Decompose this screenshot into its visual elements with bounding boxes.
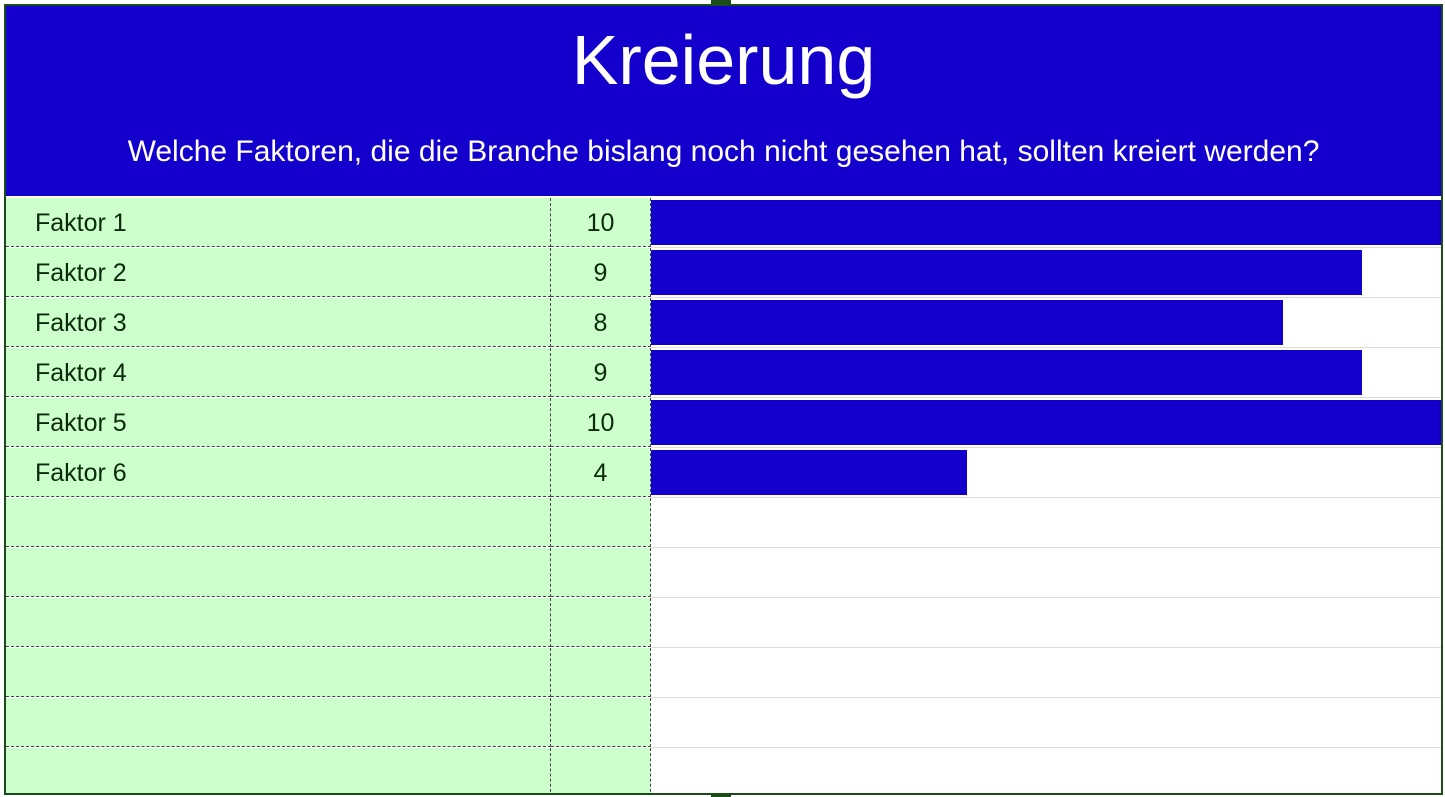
factor-value-cell[interactable] [551,498,651,547]
factor-value-cell[interactable] [551,648,651,697]
bar-mark [651,300,1283,345]
factor-value-cell[interactable] [551,698,651,747]
factor-name-cell[interactable]: Faktor 4 [6,348,551,397]
table-row [6,598,1441,648]
table-row [6,498,1441,548]
header-banner: Kreierung Welche Faktoren, die die Branc… [6,6,1441,196]
bar-cell [651,448,1441,498]
spreadsheet-sheet: Kreierung Welche Faktoren, die die Branc… [4,4,1443,795]
factor-name-cell[interactable] [6,548,551,597]
bar-cell [651,598,1441,648]
factor-name-cell[interactable] [6,498,551,547]
factor-name-cell[interactable] [6,748,551,793]
bar-mark [651,400,1441,445]
factor-name-cell[interactable] [6,648,551,697]
factor-value-cell[interactable]: 4 [551,448,651,497]
table-row [6,648,1441,698]
table-row [6,748,1441,793]
table-row: Faktor 5 10 [6,398,1441,448]
factor-value-cell[interactable]: 10 [551,198,651,247]
bottom-edge-marker [711,793,731,797]
bar-cell [651,748,1441,793]
page-subtitle: Welche Faktoren, die die Branche bislang… [127,135,1320,168]
factor-name-cell[interactable]: Faktor 5 [6,398,551,447]
bar-mark [651,350,1362,395]
factor-value-cell[interactable]: 8 [551,298,651,347]
bar-mark [651,250,1362,295]
bar-cell [651,398,1441,448]
factor-value-cell[interactable]: 10 [551,398,651,447]
factor-name-cell[interactable]: Faktor 1 [6,198,551,247]
bar-cell [651,248,1441,298]
bar-cell [651,198,1441,248]
factor-value-cell[interactable] [551,598,651,647]
page-title: Kreierung [571,21,876,99]
bar-mark [651,450,967,495]
table-row [6,548,1441,598]
bar-mark [651,200,1441,245]
bar-cell [651,348,1441,398]
factor-name-cell[interactable] [6,598,551,647]
bar-cell [651,498,1441,548]
factor-name-cell[interactable]: Faktor 3 [6,298,551,347]
factor-name-cell[interactable]: Faktor 2 [6,248,551,297]
factor-value-cell[interactable]: 9 [551,348,651,397]
table-row [6,698,1441,748]
top-edge-marker [711,0,731,4]
factor-value-cell[interactable] [551,748,651,793]
bar-cell [651,298,1441,348]
factor-value-cell[interactable] [551,548,651,597]
factor-table: Faktor 1 10 Faktor 2 9 Faktor 3 8 Faktor 4 9 Fak… [6,198,1441,793]
factor-value-cell[interactable]: 9 [551,248,651,297]
bar-cell [651,548,1441,598]
bar-cell [651,648,1441,698]
factor-name-cell[interactable] [6,698,551,747]
table-row: Faktor 1 10 [6,198,1441,248]
factor-name-cell[interactable]: Faktor 6 [6,448,551,497]
bar-cell [651,698,1441,748]
